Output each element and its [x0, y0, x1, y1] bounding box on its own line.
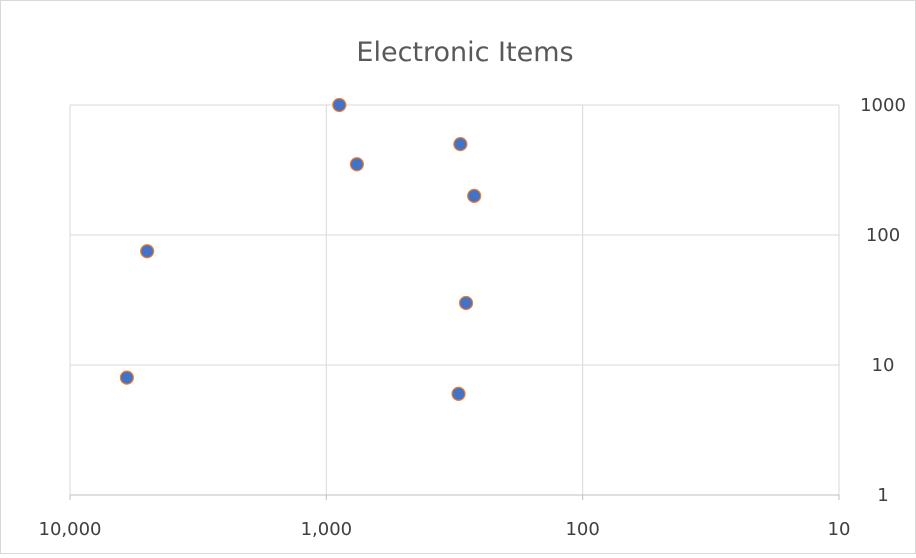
scatter-point: [453, 137, 468, 152]
scatter-point: [451, 386, 466, 401]
scatter-point: [119, 370, 134, 385]
y-tick-label: 1: [877, 485, 888, 506]
scatter-point: [332, 97, 347, 113]
x-tick-label: 10: [828, 519, 851, 540]
y-tick-label: 100: [866, 225, 900, 246]
chart-title: Electronic Items: [356, 37, 573, 68]
tick-labels: 10,000 1,000 100 10 1 10 100 1000: [39, 95, 906, 540]
axes: [69, 494, 840, 500]
x-tick-label: 10,000: [39, 519, 102, 540]
y-tick-label: 1000: [860, 95, 906, 116]
scatter-point: [458, 295, 474, 311]
scatter-point: [467, 188, 482, 203]
scatter-point: [140, 244, 155, 259]
gridlines: [69, 104, 840, 495]
y-tick-label: 10: [872, 355, 895, 376]
x-tick-label: 1,000: [301, 519, 353, 540]
scatter-point: [349, 157, 364, 172]
data-points: [119, 97, 482, 401]
x-tick-label: 100: [565, 519, 599, 540]
